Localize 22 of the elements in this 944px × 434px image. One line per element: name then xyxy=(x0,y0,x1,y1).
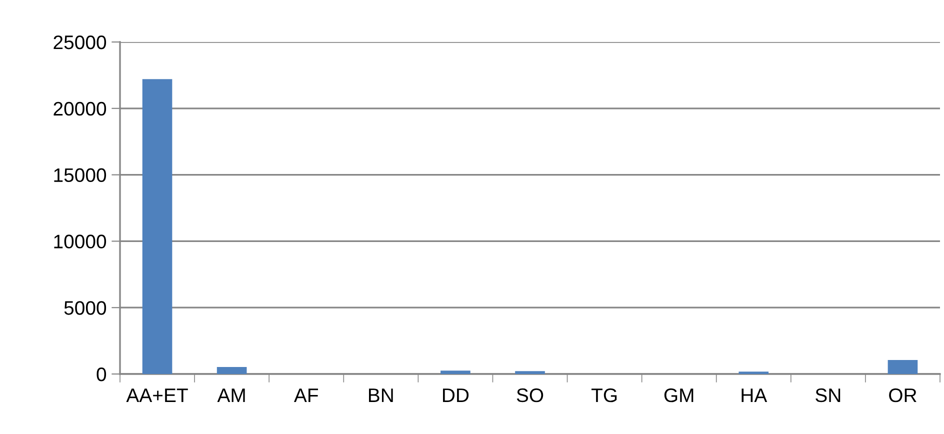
x-tick-label: BN xyxy=(369,388,393,402)
x-tick-label: OR xyxy=(889,388,916,402)
x-tick-label: GM xyxy=(664,388,694,402)
x-tick-label: TG xyxy=(591,388,617,402)
x-tick-label: HA xyxy=(742,388,768,402)
bar xyxy=(216,366,247,374)
y-tick-label: 0 xyxy=(96,367,106,382)
y-tick-label: 10000 xyxy=(54,234,106,248)
x-tick-label: AF xyxy=(294,388,318,402)
y-tick-label: 15000 xyxy=(54,168,106,182)
bar xyxy=(142,79,172,374)
x-tick-label: AA+ET xyxy=(126,388,188,402)
x-tick-label: SO xyxy=(516,388,544,402)
bar xyxy=(515,371,545,374)
x-tick-label: SN xyxy=(816,388,840,402)
y-tick-label: 20000 xyxy=(54,102,106,116)
y-tick-label: 5000 xyxy=(64,301,106,315)
bar xyxy=(440,370,470,374)
bar xyxy=(888,360,918,374)
y-tick-label: 25000 xyxy=(54,35,106,50)
x-tick-label: DD xyxy=(443,388,469,402)
x-tick-label: AM xyxy=(217,388,245,402)
